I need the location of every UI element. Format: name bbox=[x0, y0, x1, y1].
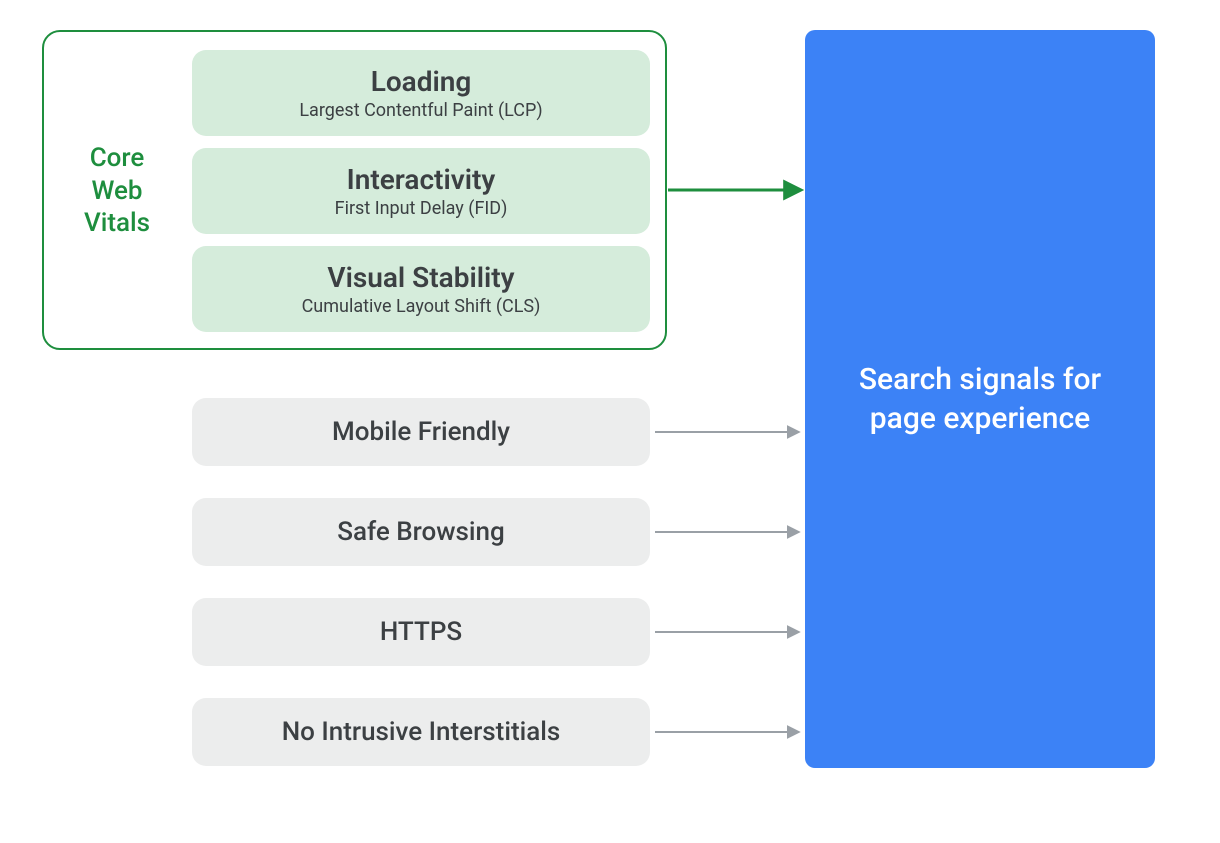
diagram-canvas: CoreWebVitals Loading Largest Contentful… bbox=[0, 0, 1220, 843]
cwv-item-visual-stability: Visual Stability Cumulative Layout Shift… bbox=[192, 246, 650, 332]
core-web-vitals-label: CoreWebVitals bbox=[62, 142, 172, 240]
cwv-item-title: Visual Stability bbox=[327, 261, 514, 294]
search-signals-text: Search signals for page experience bbox=[825, 360, 1135, 438]
cwv-item-loading: Loading Largest Contentful Paint (LCP) bbox=[192, 50, 650, 136]
cwv-item-sub: Cumulative Layout Shift (CLS) bbox=[302, 296, 541, 317]
signal-https: HTTPS bbox=[192, 598, 650, 666]
signal-label: Mobile Friendly bbox=[332, 417, 510, 447]
signal-safe-browsing: Safe Browsing bbox=[192, 498, 650, 566]
cwv-item-sub: Largest Contentful Paint (LCP) bbox=[299, 100, 542, 121]
signal-label: Safe Browsing bbox=[337, 517, 505, 547]
cwv-item-title: Loading bbox=[371, 65, 472, 98]
signal-label: HTTPS bbox=[380, 617, 462, 647]
cwv-item-interactivity: Interactivity First Input Delay (FID) bbox=[192, 148, 650, 234]
signal-label: No Intrusive Interstitials bbox=[282, 717, 561, 747]
signal-no-intrusive-interstitials: No Intrusive Interstitials bbox=[192, 698, 650, 766]
cwv-item-sub: First Input Delay (FID) bbox=[335, 198, 508, 219]
cwv-item-title: Interactivity bbox=[347, 163, 496, 196]
signal-mobile-friendly: Mobile Friendly bbox=[192, 398, 650, 466]
search-signals-target: Search signals for page experience bbox=[805, 30, 1155, 768]
